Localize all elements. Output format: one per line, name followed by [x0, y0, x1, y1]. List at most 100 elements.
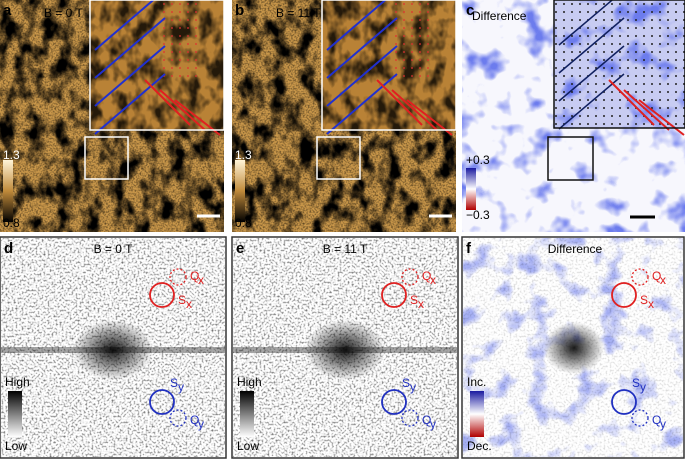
sy-circle	[381, 389, 407, 415]
sx-circle	[611, 282, 637, 308]
peak-label: Q	[190, 413, 199, 427]
blue-line	[326, 73, 398, 135]
red-line	[406, 99, 453, 136]
panel-title: B = 11 T	[276, 6, 321, 20]
panel-letter: f	[466, 240, 472, 257]
red-line	[623, 89, 670, 131]
zoom-box	[547, 136, 594, 181]
peak-label: Q	[190, 269, 199, 283]
panel-letter: a	[3, 2, 12, 19]
peak-subscript: x	[660, 273, 666, 287]
streak	[1, 347, 225, 353]
peak-label: S	[178, 293, 186, 307]
qx-circle	[401, 268, 419, 286]
peak-label: S	[170, 376, 178, 390]
blue-line	[94, 0, 155, 51]
black-line	[558, 45, 625, 102]
scale-top: 1.3	[235, 148, 252, 162]
central-peak	[73, 320, 153, 380]
streak	[233, 347, 457, 353]
zoom-box	[316, 136, 361, 180]
inset-border	[89, 0, 225, 131]
scale-bottom: 0.8	[3, 216, 20, 230]
blue-line	[94, 17, 166, 79]
red-line	[159, 89, 206, 131]
sy-circle	[149, 389, 175, 415]
texture	[322, 0, 456, 130]
lattice	[392, 0, 432, 80]
peak-subscript: y	[430, 417, 436, 431]
peak-subscript: y	[178, 380, 184, 394]
peak-label: Q	[422, 413, 431, 427]
scale-top: Inc.	[467, 375, 486, 389]
panel-title: B = 11 T	[323, 242, 368, 256]
peak-label: S	[632, 376, 640, 390]
panel-letter: d	[4, 240, 13, 257]
blue-line	[326, 0, 387, 51]
peak-subscript: x	[198, 273, 204, 287]
blue-line	[326, 17, 398, 79]
colorbar	[466, 168, 476, 210]
scale-bottom: −0.3	[466, 208, 490, 222]
colorbar	[3, 160, 13, 222]
blue-line	[326, 45, 398, 107]
sx-circle	[149, 282, 175, 308]
qy-circle	[169, 409, 187, 427]
red-line	[391, 89, 438, 131]
red-line	[608, 79, 655, 126]
inset-border	[553, 0, 685, 129]
inset-border	[321, 0, 457, 131]
colorbar	[470, 391, 484, 437]
peak-subscript: y	[640, 380, 646, 394]
peak-label: S	[410, 293, 418, 307]
peak-label: S	[402, 376, 410, 390]
scale-top: High	[237, 375, 262, 389]
colorbar	[240, 391, 254, 437]
black-line	[558, 0, 614, 46]
colorbar	[235, 160, 245, 222]
red-line	[638, 99, 685, 136]
peak-subscript: y	[410, 380, 416, 394]
panel-title: B = 0 T	[94, 242, 133, 256]
scale-top: High	[5, 375, 30, 389]
sy-circle	[611, 389, 637, 415]
texture	[90, 0, 224, 130]
scale-bottom: Low	[237, 439, 259, 453]
peak-subscript: x	[430, 273, 436, 287]
panel-title: Difference	[472, 9, 527, 23]
panel: a B = 0 T 1.3 0.8	[0, 0, 225, 232]
panel-letter: b	[235, 2, 244, 19]
colorbar	[8, 391, 22, 437]
red-line	[174, 99, 221, 136]
peak-label: Q	[422, 269, 431, 283]
central-peak	[305, 320, 385, 380]
scale-top: 1.3	[3, 148, 20, 162]
panel: b B = 11 T 1.3 0.8	[232, 0, 457, 232]
blue-line	[94, 45, 166, 107]
lattice	[554, 0, 685, 128]
blue-line	[94, 73, 166, 135]
peak-subscript: y	[198, 417, 204, 431]
central-peak	[544, 322, 604, 374]
red-line	[144, 79, 191, 126]
qy-circle	[631, 409, 649, 427]
peak-subscript: x	[418, 297, 424, 311]
red-line	[376, 79, 423, 126]
sx-circle	[381, 282, 407, 308]
lattice	[160, 0, 200, 80]
scale-bottom: Dec.	[467, 439, 492, 453]
panel-letter: c	[466, 2, 474, 19]
peak-subscript: x	[648, 297, 654, 311]
panel-title: Difference	[548, 242, 603, 256]
peak-subscript: x	[186, 297, 192, 311]
qy-circle	[401, 409, 419, 427]
scale-bottom: 0.8	[235, 216, 252, 230]
zoom-box	[84, 136, 129, 180]
scale-bottom: Low	[5, 439, 27, 453]
black-line	[558, 17, 625, 74]
